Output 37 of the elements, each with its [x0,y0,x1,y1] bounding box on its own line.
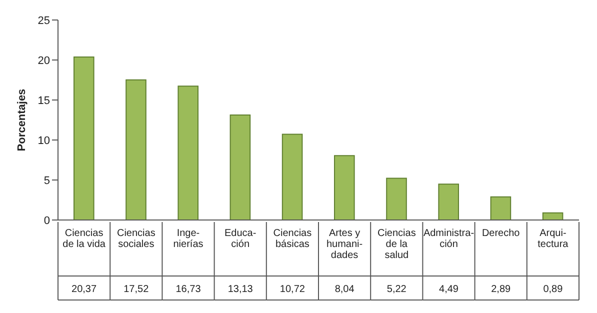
x-tick-label: Educa- ción [224,228,256,250]
x-tick-label: Ciencias sociales [116,228,156,250]
data-label: 2,89 [491,284,512,295]
x-tick-label: Ciencias básicas [273,228,312,250]
y-tick-label: 20 [38,54,50,67]
data-label: 16,73 [176,284,202,295]
bar [230,114,251,220]
y-axis-title: Porcentajes [16,88,28,152]
data-label: 8,04 [334,284,355,295]
bar [490,196,512,220]
x-tick-label: Artes y humani- dades [326,228,363,261]
data-label: 20,37 [72,284,97,295]
y-tick-label: 0 [44,214,50,227]
x-tick-label: Ciencias de la salud [377,228,416,261]
x-tick-label: Ciencias de la vida [62,228,106,250]
y-tick-label: 15 [38,94,50,107]
data-label: 13,13 [228,284,254,295]
y-tick-label: 5 [44,174,50,187]
bar [178,86,198,220]
bar [438,184,459,220]
data-label: 4,49 [439,284,459,295]
data-label: 0,89 [543,284,564,295]
bar [386,178,407,220]
x-tick-label: Arqui- tectura [538,228,569,250]
x-tick-label: Administra- ción [423,228,474,250]
data-label: 10,72 [280,284,306,295]
bar [542,212,564,220]
x-tick-label: Inge- nierías [173,228,204,250]
y-tick-label: 10 [38,134,50,147]
data-label: 5,22 [386,284,407,295]
bar [126,79,146,220]
bar [334,155,355,220]
bar [74,56,94,220]
data-label: 17,52 [124,284,150,295]
bar [282,134,303,220]
x-tick-label: Derecho [482,228,520,239]
y-tick-label: 25 [38,14,50,27]
